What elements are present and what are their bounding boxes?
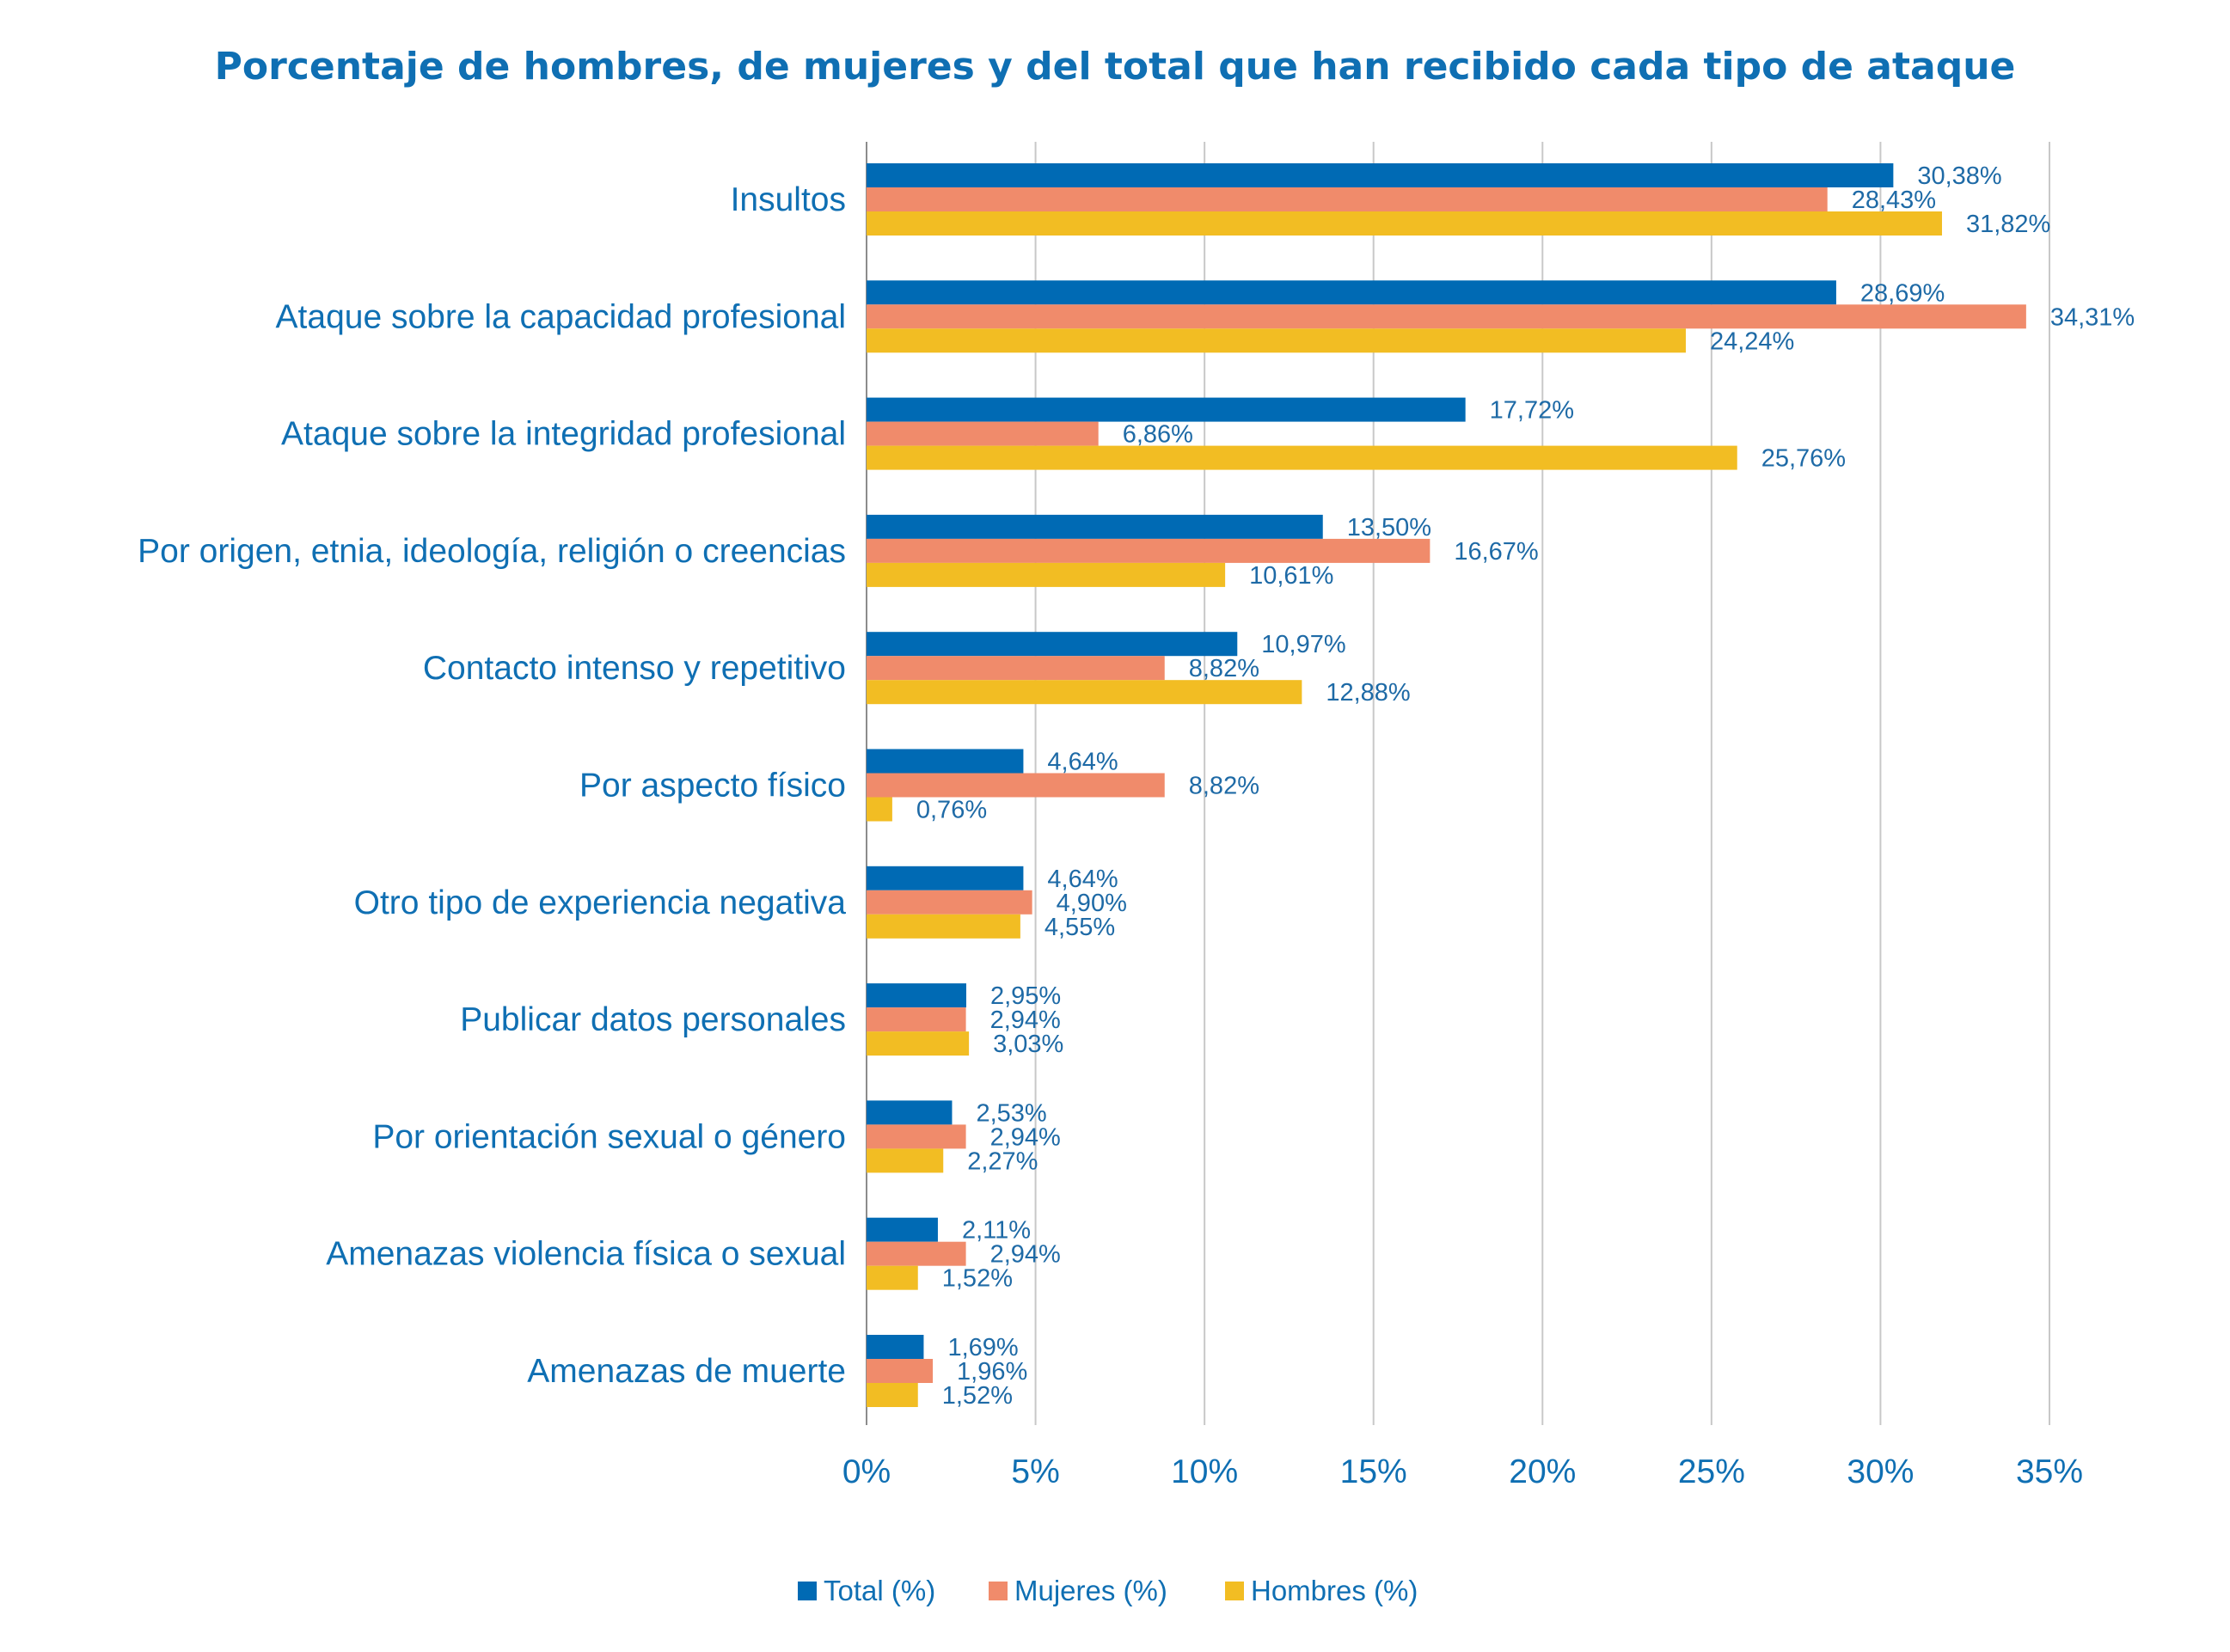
data-label: 2,11% <box>962 1217 1031 1245</box>
data-label: 34,31% <box>2050 303 2135 331</box>
data-label: 6,86% <box>1123 421 1193 449</box>
legend: Total (%) Mujeres (%) Hombres (%) <box>798 1575 1418 1606</box>
bar-total <box>867 983 966 1008</box>
x-axis-ticks: 0% 5% 10% 15% 20% 25% 30% 35% <box>842 1453 2083 1490</box>
data-label: 10,97% <box>1261 631 1345 658</box>
bar-total <box>867 280 1836 305</box>
data-label: 1,96% <box>957 1358 1027 1386</box>
bar-total <box>867 749 1024 774</box>
legend-label: Mujeres (%) <box>1014 1575 1167 1606</box>
data-label: 8,82% <box>1189 773 1259 800</box>
category-label: Amenazas violencia física o sexual <box>326 1236 846 1273</box>
data-label: 2,53% <box>976 1099 1046 1127</box>
data-label: 28,43% <box>1852 187 1936 214</box>
bar-mujeres <box>867 1007 966 1032</box>
bar-mujeres <box>867 304 2026 329</box>
data-label: 4,90% <box>1057 890 1127 917</box>
category-label: Amenazas de muerte <box>527 1353 846 1390</box>
bar-total <box>867 1217 938 1242</box>
legend-swatch <box>798 1582 817 1600</box>
data-labels: 30,38%28,43% 31,82% 28,69% 34,31% 24,24% 17,7… <box>916 162 2135 1410</box>
bar-hombres <box>867 680 1302 705</box>
category-label: Por aspecto físico <box>579 768 846 805</box>
bar-hombres <box>867 797 892 822</box>
x-tick-label: 5% <box>1011 1453 1059 1490</box>
data-label: 2,94% <box>990 1006 1061 1034</box>
legend-label: Hombres (%) <box>1251 1575 1418 1606</box>
data-label: 4,64% <box>1047 866 1118 893</box>
category-label: Otro tipo de experiencia negativa <box>354 884 847 921</box>
x-tick-label: 15% <box>1340 1453 1407 1490</box>
bar-mujeres <box>867 1124 966 1149</box>
data-label: 1,52% <box>942 1265 1013 1293</box>
bar-hombres <box>867 445 1737 470</box>
bar-hombres <box>867 328 1686 353</box>
bar-hombres <box>867 211 1942 236</box>
bar-hombres <box>867 562 1226 587</box>
data-label: 3,03% <box>993 1031 1063 1058</box>
category-label: Insultos <box>731 181 846 218</box>
data-label: 24,24% <box>1710 327 1794 355</box>
x-tick-label: 10% <box>1171 1453 1238 1490</box>
data-label: 4,55% <box>1045 914 1115 941</box>
category-label: Ataque sobre la integridad profesional <box>281 416 846 453</box>
bar-total <box>867 397 1466 422</box>
bar-mujeres <box>867 187 1828 211</box>
data-label: 1,69% <box>947 1334 1018 1361</box>
bar-hombres <box>867 1383 918 1407</box>
legend-swatch <box>1225 1582 1244 1600</box>
data-label: 2,94% <box>990 1123 1061 1151</box>
bar-total <box>867 632 1238 657</box>
category-labels: Insultos Ataque sobre la capacidad profes… <box>138 181 846 1390</box>
data-label: 28,69% <box>1860 279 1945 307</box>
data-label: 2,27% <box>967 1147 1038 1175</box>
bar-total <box>867 866 1024 890</box>
bar-hombres <box>867 1148 944 1173</box>
bar-mujeres <box>867 890 1032 915</box>
category-label: Ataque sobre la capacidad profesional <box>276 298 846 335</box>
legend-swatch <box>989 1582 1008 1600</box>
data-label: 8,82% <box>1189 655 1259 682</box>
x-tick-label: 30% <box>1847 1453 1914 1490</box>
bar-total <box>867 514 1323 539</box>
bars <box>867 163 2026 1407</box>
bar-mujeres <box>867 656 1165 681</box>
data-label: 10,61% <box>1249 562 1333 590</box>
category-label: Por orientación sexual o género <box>372 1118 846 1155</box>
data-label: 0,76% <box>916 797 987 824</box>
x-tick-label: 35% <box>2016 1453 2083 1490</box>
gridlines <box>866 142 2050 1425</box>
data-label: 31,82% <box>1966 211 2050 238</box>
bar-hombres <box>867 1031 970 1056</box>
data-label: 17,72% <box>1490 397 1574 425</box>
data-label: 12,88% <box>1326 679 1410 707</box>
chart-title: Porcentaje de hombres, de mujeres y del … <box>215 45 2016 89</box>
x-tick-label: 20% <box>1509 1453 1576 1490</box>
bar-total <box>867 1100 953 1125</box>
bar-mujeres <box>867 538 1431 563</box>
data-label: 13,50% <box>1347 514 1431 541</box>
data-label: 1,52% <box>942 1382 1013 1410</box>
category-label: Contacto intenso y repetitivo <box>423 650 846 687</box>
data-label: 2,95% <box>990 982 1061 1010</box>
bar-mujeres <box>867 421 1099 446</box>
data-label: 2,94% <box>990 1241 1061 1269</box>
bar-hombres <box>867 1265 918 1290</box>
bar-mujeres <box>867 1359 934 1383</box>
category-label: Publicar datos personales <box>460 1001 846 1038</box>
bar-total <box>867 163 1894 187</box>
data-label: 25,76% <box>1761 445 1846 473</box>
bar-mujeres <box>867 1241 966 1266</box>
category-label: Por origen, etnia, ideología, religión o… <box>138 533 846 570</box>
data-label: 30,38% <box>1917 162 2001 190</box>
bar-hombres <box>867 914 1020 939</box>
data-label: 4,64% <box>1047 749 1118 776</box>
x-tick-label: 25% <box>1678 1453 1745 1490</box>
data-label: 16,67% <box>1454 538 1538 566</box>
legend-label: Total (%) <box>824 1575 935 1606</box>
bar-mujeres <box>867 773 1165 798</box>
bar-total <box>867 1335 924 1359</box>
x-tick-label: 0% <box>842 1453 891 1490</box>
